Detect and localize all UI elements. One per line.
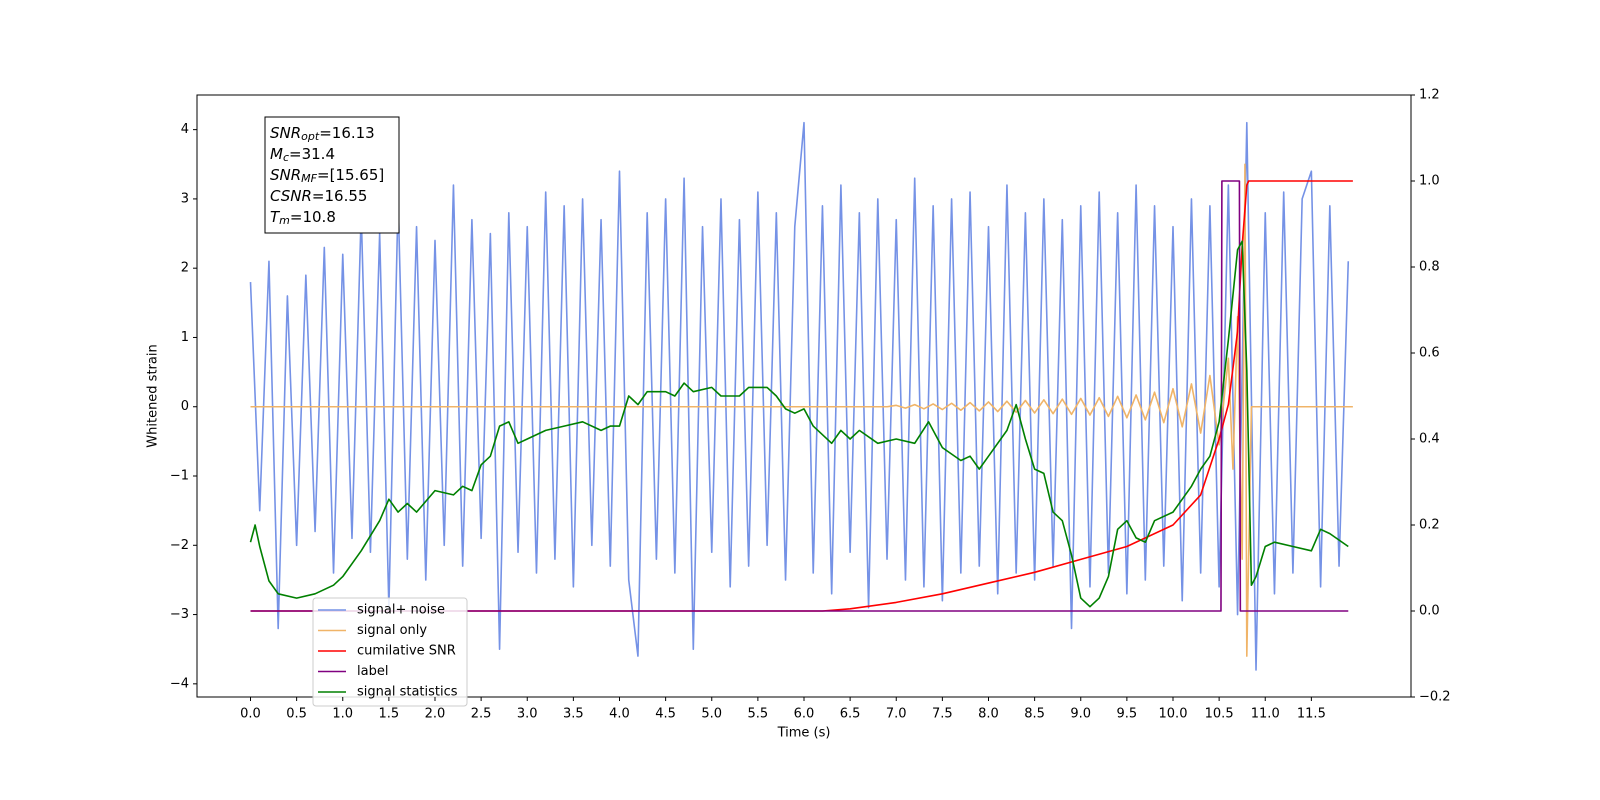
y2-tick-label: 1.2 <box>1419 88 1440 103</box>
y-tick-label: −1 <box>170 469 189 484</box>
legend-label: label <box>357 664 388 679</box>
x-tick-label: 1.0 <box>332 707 353 722</box>
annotation-subscript: MF <box>301 172 317 185</box>
x-tick-label: 11.0 <box>1251 707 1280 722</box>
x-tick-label: 7.5 <box>932 707 953 722</box>
annotation-symbol: M <box>270 145 283 163</box>
y2-tick-label: 0.4 <box>1419 432 1440 447</box>
y2-tick-label: 0.6 <box>1419 346 1440 361</box>
x-tick-label: 3.5 <box>563 707 584 722</box>
y-tick-label: 0 <box>181 399 189 414</box>
annotation-line: Tm=10.8 <box>270 208 336 228</box>
y-tick-label: −2 <box>170 538 189 553</box>
legend-label: signal statistics <box>357 685 458 700</box>
annotation-symbol: SNR <box>270 124 301 142</box>
legend: signal+ noise signal only cumilative SNR la… <box>312 597 468 707</box>
x-tick-label: 9.5 <box>1117 707 1138 722</box>
legend-label: cumilative SNR <box>357 644 456 659</box>
x-tick-label: 8.0 <box>978 707 999 722</box>
x-tick-label: 4.5 <box>655 707 676 722</box>
annotation-line: SNRMF=[15.65] <box>270 166 384 186</box>
annotation-subscript: opt <box>301 130 320 143</box>
annotation-line: CSNR=16.55 <box>270 187 367 205</box>
legend-label: signal+ noise <box>357 603 445 618</box>
annotation-value: =16.55 <box>312 187 368 205</box>
annotation-subscript: c <box>283 151 289 164</box>
y-tick-label: −3 <box>170 607 189 622</box>
x-tick-label: 1.5 <box>379 707 400 722</box>
x-tick-label: 0.0 <box>240 707 261 722</box>
annotation-symbol: CSNR <box>270 187 312 205</box>
annotation-subscript: m <box>279 214 290 227</box>
annotation-value: =10.8 <box>290 208 336 226</box>
annotation-symbol: T <box>270 208 281 226</box>
x-tick-label: 5.5 <box>748 707 769 722</box>
x-tick-label: 0.5 <box>286 707 307 722</box>
x-tick-label: 10.0 <box>1159 707 1188 722</box>
x-tick-label: 10.5 <box>1205 707 1234 722</box>
x-axis-label: Time (s) <box>777 726 831 741</box>
annotation-box: SNRopt=16.13Mc=31.4SNRMF=[15.65]CSNR=16.… <box>264 116 400 234</box>
x-tick-label: 9.0 <box>1070 707 1091 722</box>
x-tick-label: 5.0 <box>701 707 722 722</box>
x-tick-label: 2.0 <box>425 707 446 722</box>
x-tick-label: 4.0 <box>609 707 630 722</box>
series-line <box>249 240 1349 608</box>
y2-tick-label: 0.0 <box>1419 604 1440 619</box>
annotation-frame <box>264 116 400 234</box>
y-tick-label: 3 <box>181 191 189 206</box>
y2-tick-label: −0.2 <box>1419 690 1451 705</box>
y-tick-label: 4 <box>181 122 189 137</box>
legend-label: signal only <box>357 623 427 638</box>
x-tick-label: 6.5 <box>840 707 861 722</box>
y2-tick-label: 1.0 <box>1419 174 1440 189</box>
x-tick-label: 6.0 <box>794 707 815 722</box>
series-line <box>249 121 1350 671</box>
x-tick-label: 7.0 <box>886 707 907 722</box>
x-tick-label: 11.5 <box>1297 707 1326 722</box>
annotation-value: =16.13 <box>319 124 375 142</box>
y2-tick-label: 0.2 <box>1419 518 1440 533</box>
series-line <box>250 180 1353 612</box>
annotation-value: =[15.65] <box>317 166 384 184</box>
plot-lines <box>249 121 1353 671</box>
legend-frame <box>312 597 468 707</box>
annotation-value: =31.4 <box>289 145 335 163</box>
x-tick-label: 3.0 <box>517 707 538 722</box>
annotation-line: SNRopt=16.13 <box>270 124 375 144</box>
y-axis-label: Whitened strain <box>146 344 161 447</box>
series-line <box>250 180 1349 612</box>
y2-tick-label: 0.8 <box>1419 260 1440 275</box>
y-tick-label: −4 <box>170 676 189 691</box>
y-tick-label: 2 <box>181 261 189 276</box>
annotation-line: Mc=31.4 <box>270 145 335 165</box>
y-tick-label: 1 <box>181 330 189 345</box>
annotation-symbol: SNR <box>270 166 301 184</box>
x-tick-label: 8.5 <box>1024 707 1045 722</box>
x-tick-label: 2.5 <box>471 707 492 722</box>
series-line <box>250 163 1353 657</box>
